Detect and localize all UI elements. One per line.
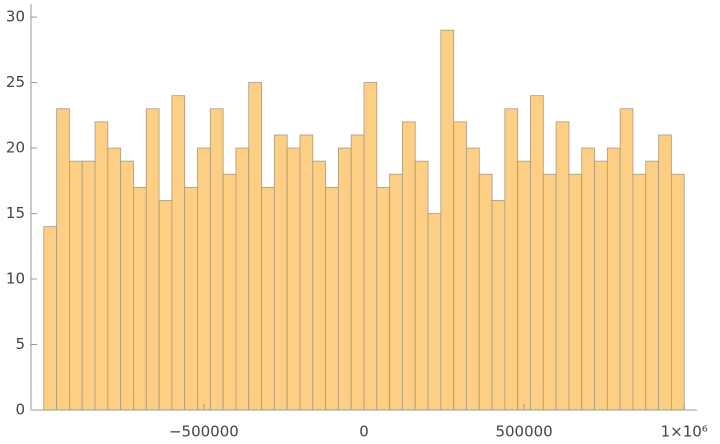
bar	[145, 108, 160, 411]
bar	[94, 121, 109, 411]
y-tick-label: 5	[15, 335, 25, 353]
bar	[555, 121, 570, 411]
bar	[133, 186, 147, 411]
bar	[581, 147, 595, 411]
y-tick-label: 20	[6, 139, 25, 157]
y-tick-label: 25	[6, 73, 25, 91]
bar	[478, 173, 493, 411]
bar	[376, 186, 391, 411]
bar	[517, 160, 531, 411]
y-tick-label: 30	[6, 8, 25, 26]
bar	[43, 226, 58, 411]
bar	[670, 173, 685, 411]
bar	[619, 108, 634, 411]
y-tick-label: 15	[6, 204, 25, 222]
bar	[594, 160, 608, 411]
bar	[158, 200, 173, 411]
x-tick-label: −500000	[169, 423, 239, 441]
y-tick-label: 0	[15, 401, 25, 419]
bar	[568, 173, 583, 411]
bar	[504, 108, 519, 411]
bar	[606, 147, 621, 411]
bar	[235, 147, 250, 411]
y-tick-label: 10	[6, 270, 25, 288]
bar	[107, 147, 122, 411]
bar	[197, 147, 211, 411]
bar	[363, 82, 378, 411]
bar	[491, 200, 506, 411]
x-tick-label: 0	[359, 423, 369, 441]
bar	[427, 213, 442, 411]
bar	[453, 121, 467, 411]
bar	[632, 173, 647, 411]
bar	[658, 134, 672, 411]
bar	[440, 29, 455, 411]
bar	[286, 147, 301, 411]
bar	[402, 121, 416, 411]
x-tick-label: 1×10⁶	[661, 423, 708, 441]
bar	[81, 160, 96, 411]
bar	[69, 160, 83, 411]
bar	[542, 173, 557, 411]
bar	[273, 134, 288, 411]
bar	[350, 134, 365, 411]
bar	[299, 134, 314, 411]
bar	[222, 173, 237, 411]
bar	[466, 147, 480, 411]
bar	[248, 82, 262, 411]
bar	[325, 186, 339, 411]
bar	[312, 160, 326, 411]
bar	[261, 186, 275, 411]
bar	[389, 173, 403, 411]
bar	[184, 186, 198, 411]
bar	[530, 95, 544, 411]
bar	[56, 108, 70, 411]
bar	[414, 160, 429, 411]
bar	[209, 108, 224, 411]
x-tick-label: 500000	[495, 423, 552, 441]
bar	[171, 95, 186, 411]
bar	[337, 147, 352, 411]
bar	[645, 160, 659, 411]
bar	[120, 160, 134, 411]
